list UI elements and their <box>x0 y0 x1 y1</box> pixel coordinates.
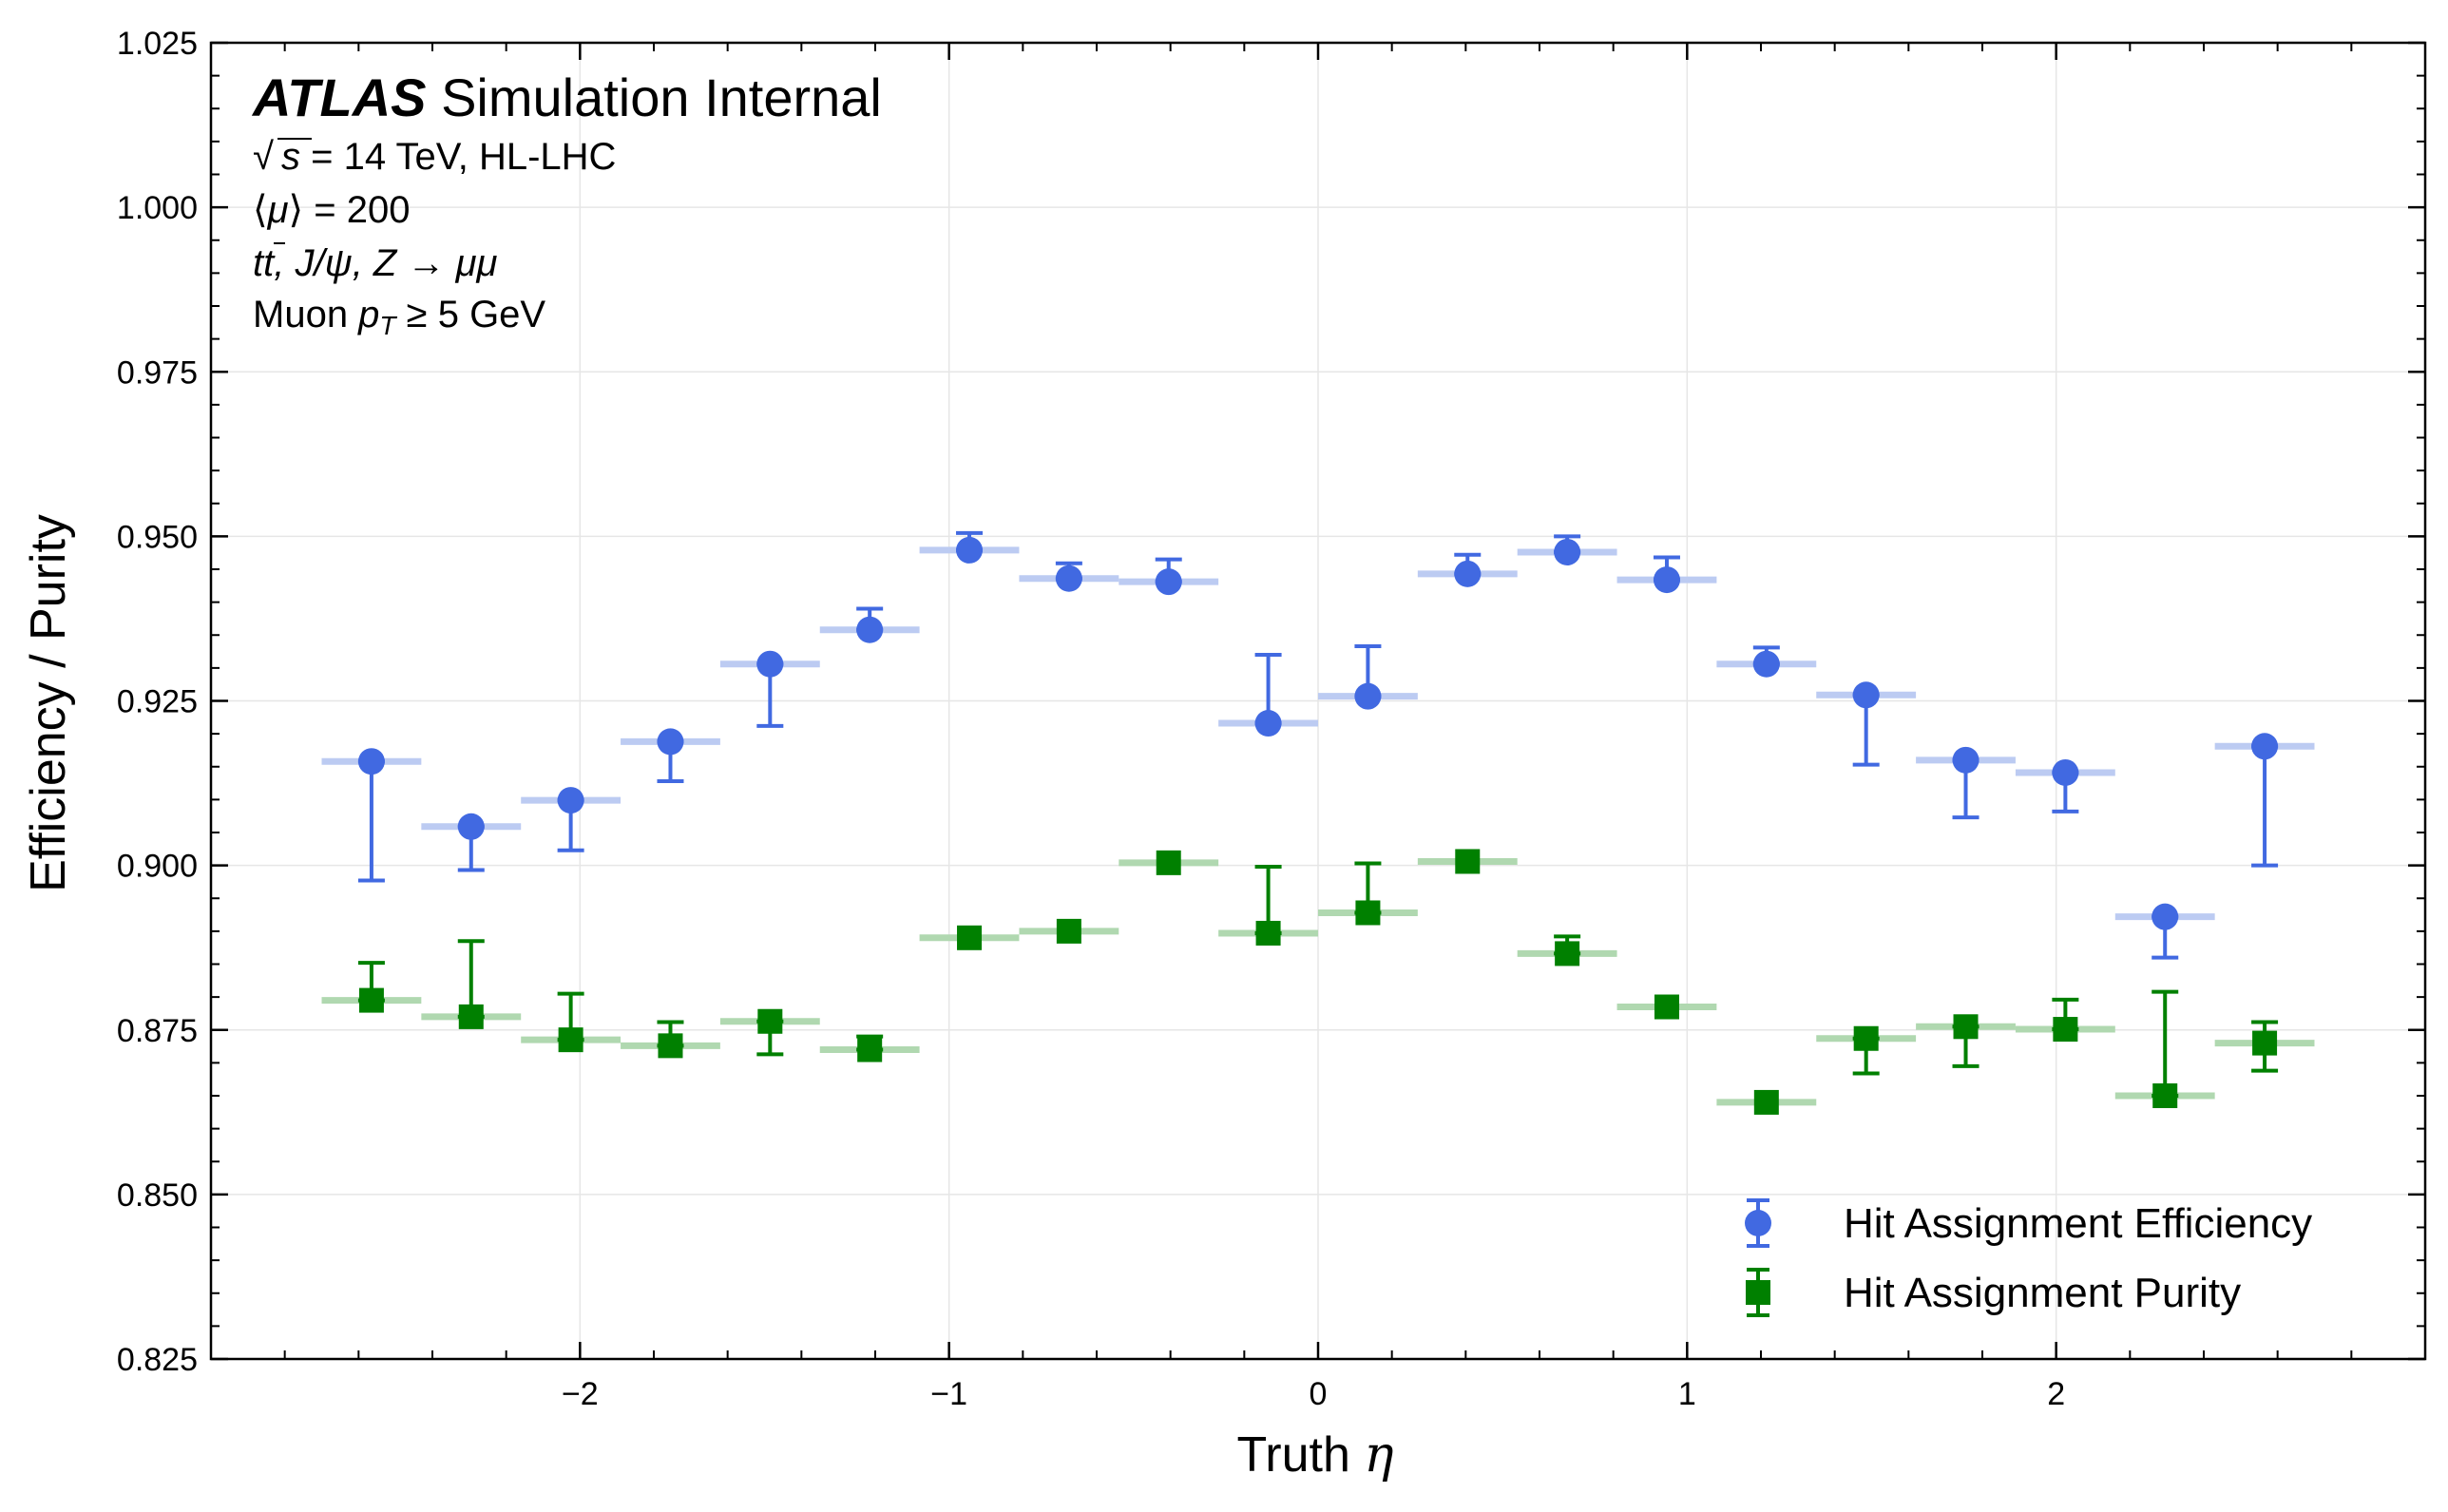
pileup-label: ⟨μ⟩ = 200 <box>253 189 410 231</box>
point-purity-8 <box>1156 850 1181 875</box>
point-purity-0 <box>358 987 384 1013</box>
point-purity-5 <box>857 1037 883 1062</box>
y-tick-label-0: 0.825 <box>117 1342 198 1378</box>
svg-text:tt, J/ψ, Z → μμ: tt, J/ψ, Z → μμ <box>253 242 497 284</box>
legend-marker-purity <box>1746 1280 1770 1305</box>
legend: Hit Assignment Efficiency Hit Assignment… <box>1745 1198 2312 1317</box>
x-tick-labels: −2 −1 0 1 2 <box>562 1376 2065 1412</box>
point-purity-11 <box>1455 849 1481 874</box>
point-purity-17 <box>2053 1017 2078 1043</box>
point-efficiency-4 <box>756 650 784 678</box>
process-label: tt, J/ψ, Z → μμ <box>253 242 497 284</box>
point-efficiency-8 <box>1155 568 1182 596</box>
point-efficiency-2 <box>557 787 584 814</box>
point-efficiency-0 <box>357 748 385 775</box>
point-purity-3 <box>658 1033 683 1059</box>
point-efficiency-14 <box>1752 650 1780 678</box>
x-tick-label-0: −2 <box>562 1376 599 1412</box>
x-axis-title-text: Truth <box>1236 1427 1349 1483</box>
point-efficiency-3 <box>657 728 684 756</box>
point-efficiency-10 <box>1354 682 1382 710</box>
point-efficiency-11 <box>1454 560 1482 587</box>
x-tick-label-2: 0 <box>1310 1376 1328 1412</box>
cut-label: Muon pT ≥ 5 GeV <box>253 294 545 340</box>
y-tick-labels: 0.825 0.850 0.875 0.900 0.925 0.950 0.975 1.000… <box>117 26 198 1378</box>
point-efficiency-13 <box>1653 566 1680 594</box>
y-tick-label-1: 0.850 <box>117 1177 198 1214</box>
y-tick-label-4: 0.925 <box>117 684 198 720</box>
atlas-status: Simulation Internal <box>441 67 882 127</box>
point-purity-15 <box>1853 1025 1879 1051</box>
point-purity-19 <box>2252 1030 2278 1056</box>
point-efficiency-18 <box>2152 903 2179 930</box>
legend-entry-purity: Hit Assignment Purity <box>1746 1268 2241 1317</box>
point-efficiency-16 <box>1952 746 1979 774</box>
point-efficiency-7 <box>1055 565 1082 592</box>
legend-entry-efficiency: Hit Assignment Efficiency <box>1745 1198 2312 1248</box>
point-efficiency-19 <box>2251 733 2279 760</box>
point-efficiency-17 <box>2052 758 2079 786</box>
svg-text:ATLAS Simulation Internal: ATLAS Simulation Internal <box>251 67 882 127</box>
point-efficiency-9 <box>1254 710 1282 737</box>
energy-label: √ s = 14 TeV, HL-LHC <box>253 136 616 178</box>
y-tick-label-3: 0.900 <box>117 849 198 885</box>
y-tick-label-2: 0.875 <box>117 1013 198 1049</box>
energy-sqrt-var: s <box>281 136 300 178</box>
point-efficiency-15 <box>1852 681 1880 709</box>
svg-text:√: √ <box>253 136 274 178</box>
atlas-experiment: ATLAS <box>251 67 427 127</box>
point-efficiency-1 <box>457 813 485 840</box>
y-tick-label-8: 1.025 <box>117 26 198 62</box>
y-axis-title: Efficiency / Purity <box>21 514 76 892</box>
point-purity-9 <box>1255 920 1281 946</box>
point-purity-4 <box>757 1008 783 1034</box>
x-tick-label-1: −1 <box>930 1376 967 1412</box>
y-tick-label-5: 0.950 <box>117 519 198 555</box>
y-tick-label-7: 1.000 <box>117 190 198 226</box>
atlas-label: ATLAS Simulation Internal √ s = 14 TeV, … <box>251 67 882 340</box>
point-purity-7 <box>1056 918 1081 944</box>
legend-label-efficiency: Hit Assignment Efficiency <box>1844 1200 2312 1247</box>
point-purity-16 <box>1953 1014 1979 1040</box>
x-axis-title: Truth η <box>1236 1426 1393 1483</box>
legend-marker-efficiency <box>1745 1210 1771 1236</box>
energy-rest: = 14 TeV, HL-LHC <box>300 136 616 178</box>
point-purity-13 <box>1654 994 1679 1020</box>
point-purity-6 <box>957 925 983 950</box>
data-markers <box>357 536 2279 1115</box>
svg-text:s = 14 TeV, HL-LHC: s = 14 TeV, HL-LHC <box>281 136 616 178</box>
ticks <box>210 41 2426 1361</box>
y-tick-label-6: 0.975 <box>117 354 198 391</box>
x-axis-title-symbol: η <box>1364 1426 1393 1483</box>
point-efficiency-6 <box>956 536 984 564</box>
legend-label-purity: Hit Assignment Purity <box>1844 1270 2241 1316</box>
point-efficiency-12 <box>1554 538 1581 565</box>
x-tick-label-3: 1 <box>1678 1376 1696 1412</box>
point-purity-14 <box>1753 1089 1779 1115</box>
point-purity-12 <box>1555 941 1580 967</box>
x-tick-label-4: 2 <box>2047 1376 2065 1412</box>
point-purity-2 <box>558 1027 583 1053</box>
point-purity-1 <box>458 1004 484 1029</box>
point-efficiency-5 <box>856 616 884 643</box>
point-purity-10 <box>1355 900 1381 926</box>
point-purity-18 <box>2152 1083 2178 1108</box>
